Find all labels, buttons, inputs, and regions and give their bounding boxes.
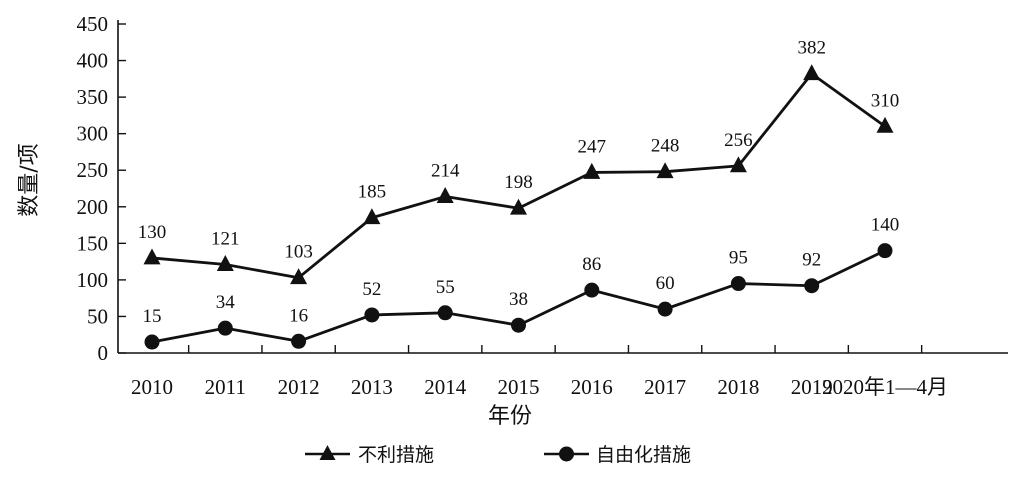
- y-tick-label: 0: [98, 341, 109, 365]
- data-point-circle: [364, 307, 380, 323]
- data-point-circle: [877, 243, 893, 259]
- data-point-triangle: [803, 64, 821, 81]
- legend-label: 不利措施: [358, 444, 434, 466]
- data-label: 248: [651, 136, 680, 157]
- data-point-circle: [437, 305, 453, 321]
- data-point-triangle: [216, 255, 234, 271]
- data-point-triangle: [656, 162, 674, 179]
- data-point-triangle: [583, 162, 601, 179]
- data-point-circle: [730, 276, 746, 292]
- data-point-circle: [144, 334, 160, 350]
- data-label: 15: [143, 306, 162, 327]
- data-point-triangle: [363, 208, 381, 225]
- data-point-circle: [804, 278, 820, 294]
- labels-layer: 130 121 103 185 214 198 247 248 256 382 310 15 34 16 5…: [138, 38, 900, 327]
- data-label: 382: [797, 38, 826, 59]
- y-tick-label: 450: [77, 12, 109, 36]
- data-label: 103: [284, 242, 313, 263]
- legend-label: 自由化措施: [596, 444, 691, 466]
- legend-item: 不利措施: [305, 444, 434, 466]
- series-adverse-measures: [143, 64, 894, 285]
- data-point-triangle: [290, 268, 308, 285]
- legend-item: 自由化措施: [544, 444, 691, 466]
- x-tick-label: 2016: [571, 375, 613, 399]
- axes-layer: 0 50 100 150 200 250 300 350 400 450 2010 2011 2012 2…: [17, 12, 1008, 429]
- data-label: 198: [504, 172, 533, 193]
- x-tick-label: 2019: [791, 375, 833, 399]
- data-point-circle: [291, 333, 307, 349]
- x-tick-label: 2018: [717, 375, 759, 399]
- series-liberalization-measures: [144, 243, 893, 350]
- data-label: 214: [431, 161, 460, 182]
- data-point-circle: [511, 317, 526, 333]
- y-tick-label: 100: [77, 268, 109, 292]
- data-label: 92: [802, 250, 821, 271]
- y-tick-label: 200: [77, 195, 109, 219]
- legend: 不利措施 自由化措施: [305, 444, 691, 466]
- data-label: 121: [211, 229, 240, 250]
- x-tick-label: 2011: [205, 375, 246, 399]
- x-tick-label: 2017: [644, 375, 686, 399]
- data-label: 130: [138, 222, 167, 243]
- x-tick-label: 2020年1—4月: [822, 375, 948, 399]
- data-label: 95: [729, 248, 748, 269]
- data-label: 247: [578, 136, 607, 157]
- data-label: 256: [724, 130, 753, 151]
- x-tick-label: 2012: [278, 375, 320, 399]
- y-axis-title: 数量/项: [17, 143, 42, 216]
- legend-triangle-marker: [319, 445, 336, 461]
- x-tick-label: 2014: [424, 375, 467, 399]
- x-tick-label: 2015: [498, 375, 540, 399]
- data-point-circle: [657, 301, 673, 317]
- data-point-triangle: [436, 187, 454, 203]
- data-point-circle: [217, 320, 233, 336]
- data-point-triangle: [876, 116, 894, 133]
- data-label: 55: [436, 277, 455, 298]
- y-tick-label: 150: [77, 231, 109, 255]
- legend-circle-marker: [559, 446, 574, 462]
- data-point-triangle: [729, 156, 747, 173]
- data-label: 310: [871, 90, 900, 111]
- y-tick-label: 250: [77, 158, 109, 182]
- data-point-triangle: [143, 248, 161, 265]
- y-tick-label: 350: [77, 85, 109, 109]
- data-label: 34: [216, 292, 236, 313]
- y-tick-label: 300: [77, 122, 109, 146]
- data-label: 60: [656, 273, 675, 294]
- data-label: 140: [871, 215, 900, 236]
- data-label: 38: [509, 289, 528, 310]
- y-tick-label: 400: [77, 49, 109, 73]
- data-label: 16: [289, 305, 308, 326]
- x-axis-title: 年份: [488, 404, 532, 429]
- x-tick-label: 2013: [351, 375, 393, 399]
- data-point-triangle: [510, 198, 527, 215]
- data-label: 86: [582, 254, 601, 275]
- data-label: 52: [362, 279, 381, 300]
- series-layer: [143, 64, 894, 350]
- y-tick-label: 50: [87, 304, 108, 328]
- x-tick-label: 2010: [131, 375, 173, 399]
- data-point-circle: [584, 282, 600, 298]
- data-label: 185: [358, 182, 387, 203]
